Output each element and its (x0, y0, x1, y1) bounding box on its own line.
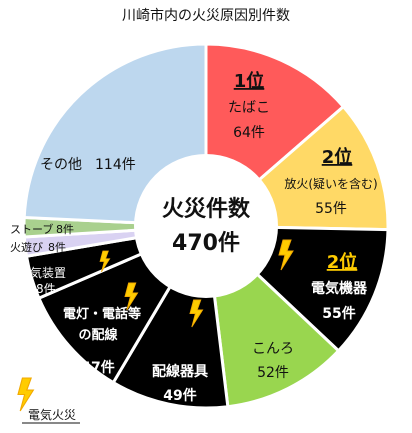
slice-label-arson-name: 放火(疑いを含む) (284, 176, 377, 191)
slice-label-electric-appliance-value: 55件 (322, 305, 355, 322)
slice-label-stove-burner-name: こんろ (252, 341, 294, 357)
slice-label-stove-burner-value: 52件 (257, 365, 289, 381)
slice-label-arson-rank: 2位 (322, 146, 353, 168)
slice-label-electric-device-name: 電気装置 (18, 265, 66, 280)
slice-label-wiring-value: 47件 (81, 359, 114, 376)
legend-lightning-bolt-icon (17, 377, 34, 412)
slice-label-electric-appliance-name: 電気機器 (311, 280, 368, 297)
slice-label-other-name: その他 (40, 157, 82, 173)
slice-label-wiring-name-line1: 電灯・電話等 (63, 306, 141, 322)
center-total: 470件 (172, 231, 240, 256)
legend-label: 電気火災 (28, 407, 76, 422)
slice-label-heater-value: 8件 (56, 223, 74, 236)
slice-label-heater-name: ストーブ (10, 222, 53, 236)
slice-label-wiring-device-value: 49件 (163, 387, 196, 404)
slice-label-arson-value: 55件 (315, 201, 347, 217)
slice-label-tobacco-rank: 1位 (234, 70, 265, 92)
chart-title: 川崎市内の火災原因別件数 (122, 7, 290, 24)
pie-center-hole (134, 154, 278, 298)
slice-label-wiring-name-line2: の配線 (78, 327, 118, 343)
slice-label-tobacco-value: 64件 (233, 125, 265, 141)
slice-label-other-value: 114件 (95, 157, 136, 173)
slice-label-fire-play-name: 火遊び (10, 240, 43, 254)
center-label: 火災件数 (162, 196, 251, 222)
slice-label-tobacco-name: たばこ (228, 100, 270, 116)
slice-label-wiring-device-name: 配線器具 (152, 363, 208, 380)
slice-label-electric-device-value: 18件 (28, 282, 55, 296)
slice-label-electric-appliance-rank: 2位 (327, 251, 358, 273)
slice-label-fire-play-value: 8件 (48, 241, 66, 254)
